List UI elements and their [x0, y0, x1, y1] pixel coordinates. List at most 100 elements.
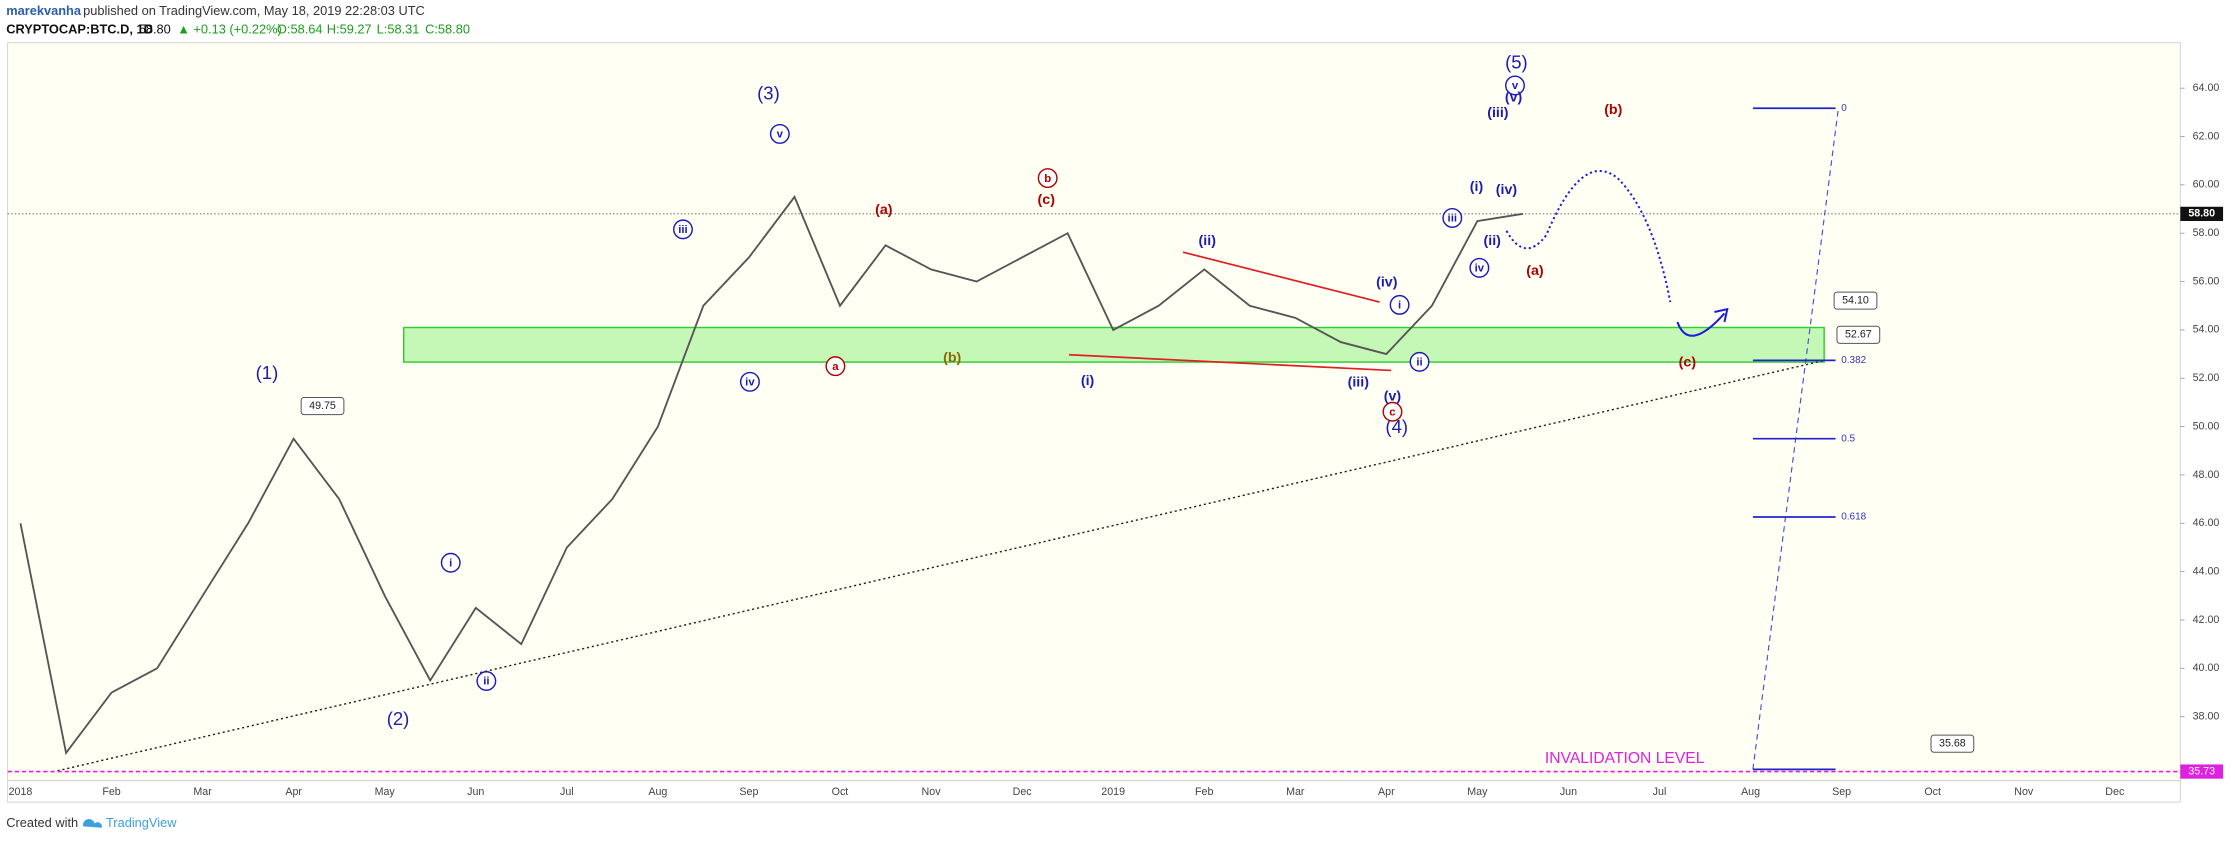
- wave-circle: [769, 123, 790, 144]
- wave-circle: [1409, 351, 1430, 372]
- y-tick-label: 62.00: [2193, 130, 2220, 142]
- wave-label: (1): [256, 362, 279, 383]
- y-tick-label: 50.00: [2193, 420, 2220, 432]
- wave-label: (iii): [1487, 105, 1509, 121]
- x-tick-label: Jun: [1560, 786, 1577, 798]
- x-tick-label: Jul: [1653, 786, 1667, 798]
- wave-label: (b): [1604, 102, 1622, 118]
- wave-label: i: [1398, 300, 1401, 312]
- callout-box: [300, 396, 345, 416]
- x-tick-label: Oct: [1924, 786, 1941, 798]
- y-tick-label: 64.00: [2193, 82, 2220, 94]
- triangle-upper: [1182, 251, 1380, 303]
- symbol: CRYPTOCAP:BTC.D, 1D: [6, 21, 153, 36]
- wave-label: (ii): [1484, 233, 1502, 249]
- x-tick-label: Apr: [285, 786, 302, 798]
- x-tick-label: Sep: [1832, 786, 1851, 798]
- logo: [82, 819, 102, 828]
- x-tick-label: Oct: [832, 786, 849, 798]
- wave-circle: [739, 371, 760, 392]
- wave-label: ii: [483, 676, 489, 688]
- wave-label: c: [1389, 406, 1395, 418]
- wave-label: (iv): [1496, 182, 1518, 198]
- invalidation-text: INVALIDATION LEVEL: [1545, 750, 1705, 767]
- wave-label: iii: [678, 224, 687, 236]
- open: O:58.64: [277, 21, 323, 36]
- x-tick-label: Feb: [1195, 786, 1213, 798]
- footer-text: Created with: [6, 815, 78, 830]
- x-tick-label: May: [1467, 786, 1488, 798]
- byline: published on TradingView.com, May 18, 20…: [83, 3, 425, 18]
- wave-circle: [440, 552, 461, 573]
- wave-label: iv: [1475, 263, 1485, 275]
- last-price: 58.80: [139, 21, 171, 36]
- y-tick-label: 44.00: [2193, 565, 2220, 577]
- callout-label: 54.10: [1842, 294, 1869, 306]
- wave-circle: [825, 356, 846, 377]
- x-tick-label: Nov: [922, 786, 942, 798]
- callout-label: 49.75: [309, 400, 336, 412]
- y-tick-label: 42.00: [2193, 614, 2220, 626]
- y-tick-label: 56.00: [2193, 275, 2220, 287]
- x-tick-label: Jun: [467, 786, 484, 798]
- wave-label: (c): [1038, 192, 1056, 208]
- close: C:58.80: [425, 21, 470, 36]
- x-axis: [7, 780, 2181, 803]
- callout-label: 52.67: [1845, 329, 1872, 341]
- wave-label: (b): [943, 350, 961, 366]
- y-tick-label: 52.00: [2193, 372, 2220, 384]
- plot-area: [7, 42, 2181, 782]
- x-tick-label: Jul: [560, 786, 574, 798]
- current-price-tag: [2180, 206, 2224, 222]
- wave-label: (3): [757, 83, 780, 104]
- callout-label: 35.68: [1939, 738, 1966, 750]
- wave-label: v: [1512, 80, 1519, 92]
- y-tick-label: 60.00: [2193, 179, 2220, 191]
- wave-label: (a): [875, 202, 893, 218]
- change: ▲ +0.13 (+0.22%): [177, 21, 282, 36]
- wave-label: (2): [387, 708, 410, 729]
- x-tick-label: Sep: [739, 786, 758, 798]
- wave-circle: [476, 671, 497, 691]
- y-tick-label: 46.00: [2193, 517, 2220, 529]
- trend-line: [57, 359, 1825, 772]
- low: L:58.31: [377, 21, 420, 36]
- wave-circle: [1469, 257, 1490, 278]
- wave-label: v: [777, 129, 784, 141]
- x-tick-label: Dec: [1013, 786, 1033, 798]
- fib-label: 0: [1841, 103, 1847, 114]
- wave-circle: [1505, 75, 1525, 96]
- wave-circle: [1389, 294, 1410, 315]
- x-tick-label: Dec: [2105, 786, 2125, 798]
- x-tick-label: Mar: [1286, 786, 1305, 798]
- y-tick-label: 48.00: [2193, 469, 2220, 481]
- wave-label: (v): [1505, 89, 1523, 105]
- wave-label: iii: [1448, 213, 1457, 225]
- x-tick-label: Aug: [1741, 786, 1760, 798]
- wave-circle: [1037, 168, 1058, 189]
- wave-label: a: [832, 361, 839, 373]
- footer-brand: TradingView: [106, 815, 177, 830]
- fib-label: 0.5: [1841, 433, 1855, 444]
- wave-label: (c): [1679, 354, 1697, 370]
- triangle-lower: [1069, 353, 1392, 372]
- callout-box: [1930, 734, 1975, 753]
- wave-label: (a): [1526, 263, 1544, 279]
- high: H:59.27: [327, 21, 372, 36]
- wave-label: (v): [1384, 389, 1402, 405]
- callout-box: [1833, 291, 1878, 310]
- y-tick-label: 38.00: [2193, 711, 2220, 723]
- author: marekvanha: [6, 3, 82, 18]
- x-tick-label: Nov: [2014, 786, 2034, 798]
- wave-label: (iii): [1348, 374, 1370, 390]
- x-tick-label: Feb: [102, 786, 120, 798]
- y-tick-label: 54.00: [2193, 324, 2220, 336]
- wave-label: (i): [1081, 373, 1095, 389]
- y-tick-label: 58.00: [2193, 227, 2220, 239]
- invalidation-tag: [2180, 764, 2224, 779]
- wave-label: i: [449, 557, 452, 569]
- wave-label: (ii): [1199, 233, 1217, 249]
- wave-label: (iv): [1376, 275, 1398, 291]
- x-tick-label: Aug: [648, 786, 667, 798]
